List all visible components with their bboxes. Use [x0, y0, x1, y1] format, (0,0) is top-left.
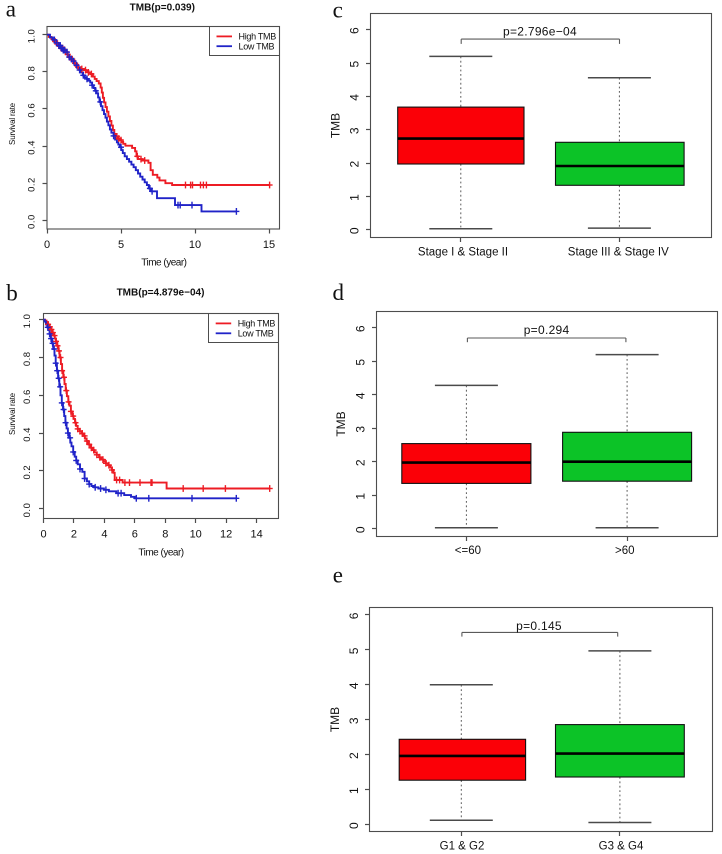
svg-text:8: 8: [162, 529, 168, 541]
svg-text:e: e: [333, 562, 343, 587]
svg-text:<=60: <=60: [455, 545, 481, 557]
svg-text:0: 0: [347, 822, 361, 829]
svg-text:G3 & G4: G3 & G4: [599, 841, 644, 853]
svg-text:Survival rate: Survival rate: [8, 102, 17, 145]
svg-text:TMB: TMB: [329, 113, 343, 138]
svg-text:0.4: 0.4: [22, 427, 33, 442]
svg-text:12: 12: [220, 529, 232, 541]
svg-text:b: b: [6, 280, 18, 305]
svg-text:TMB(p=0.039): TMB(p=0.039): [130, 3, 195, 14]
svg-text:High TMB: High TMB: [238, 318, 276, 328]
svg-text:4: 4: [347, 94, 361, 101]
svg-text:3: 3: [354, 426, 368, 433]
svg-text:4: 4: [347, 682, 361, 689]
svg-text:1: 1: [347, 787, 361, 794]
svg-text:5: 5: [347, 60, 361, 67]
svg-text:High TMB: High TMB: [239, 32, 277, 42]
svg-text:1.0: 1.0: [22, 314, 33, 329]
svg-text:a: a: [6, 0, 16, 22]
svg-text:6: 6: [132, 529, 138, 541]
svg-text:Stage I & Stage II: Stage I & Stage II: [418, 246, 508, 258]
svg-text:Time (year): Time (year): [138, 548, 183, 559]
svg-text:0.4: 0.4: [26, 140, 37, 155]
svg-text:>60: >60: [615, 545, 635, 557]
svg-text:TMB(p=4.879e−04): TMB(p=4.879e−04): [117, 288, 205, 299]
svg-text:2: 2: [354, 459, 368, 466]
svg-text:3: 3: [347, 717, 361, 724]
svg-text:14: 14: [250, 529, 262, 541]
svg-text:0: 0: [44, 239, 50, 251]
svg-text:1.0: 1.0: [26, 29, 37, 44]
svg-text:0.0: 0.0: [22, 503, 33, 518]
svg-text:0.2: 0.2: [22, 465, 33, 480]
svg-text:0.8: 0.8: [22, 351, 33, 366]
svg-text:5: 5: [118, 239, 124, 251]
svg-text:0.8: 0.8: [26, 66, 37, 81]
svg-text:c: c: [333, 0, 343, 23]
svg-text:2: 2: [347, 160, 361, 167]
svg-text:Survival rate: Survival rate: [8, 392, 17, 435]
svg-text:TMB: TMB: [334, 411, 348, 436]
svg-text:Low TMB: Low TMB: [239, 41, 275, 51]
svg-text:6: 6: [347, 612, 361, 619]
svg-text:2: 2: [71, 529, 77, 541]
svg-text:p=0.294: p=0.294: [524, 323, 570, 337]
svg-text:4: 4: [354, 392, 368, 399]
svg-text:0: 0: [354, 526, 368, 533]
svg-text:4: 4: [101, 529, 107, 541]
svg-text:5: 5: [354, 359, 368, 366]
svg-text:0.2: 0.2: [26, 177, 37, 192]
svg-text:Stage III & Stage IV: Stage III & Stage IV: [568, 246, 669, 258]
svg-text:6: 6: [354, 325, 368, 332]
svg-text:Time (year): Time (year): [141, 258, 186, 269]
svg-text:5: 5: [347, 647, 361, 654]
svg-text:2: 2: [347, 752, 361, 759]
svg-text:0: 0: [40, 529, 46, 541]
svg-text:TMB: TMB: [328, 707, 342, 732]
svg-text:0.0: 0.0: [26, 214, 37, 229]
svg-text:15: 15: [263, 239, 275, 251]
svg-text:0.6: 0.6: [26, 103, 37, 118]
svg-text:d: d: [333, 280, 345, 305]
svg-text:10: 10: [190, 529, 202, 541]
svg-text:p=0.145: p=0.145: [516, 619, 562, 633]
svg-text:0.6: 0.6: [22, 389, 33, 404]
svg-text:p=2.796e−04: p=2.796e−04: [503, 24, 577, 38]
svg-text:10: 10: [189, 239, 201, 251]
svg-text:1: 1: [347, 194, 361, 201]
svg-text:6: 6: [347, 27, 361, 34]
svg-text:Low TMB: Low TMB: [238, 328, 274, 338]
svg-text:0: 0: [347, 227, 361, 234]
svg-text:1: 1: [354, 493, 368, 500]
svg-text:3: 3: [347, 127, 361, 134]
svg-text:G1 & G2: G1 & G2: [440, 841, 485, 853]
